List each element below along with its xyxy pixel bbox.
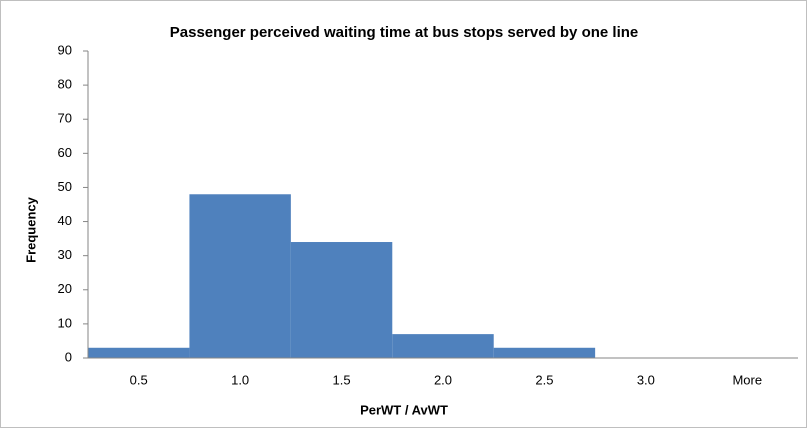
- bar: [189, 194, 291, 358]
- x-tick-label: More: [732, 372, 762, 387]
- y-axis-label: Frequency: [23, 196, 38, 263]
- y-tick-label: 90: [58, 42, 72, 57]
- y-tick-label: 60: [58, 145, 72, 160]
- x-tick-label: 1.5: [333, 372, 351, 387]
- x-axis-label: PerWT / AvWT: [360, 402, 448, 417]
- x-tick-label: 2.5: [535, 372, 553, 387]
- y-tick-label: 70: [58, 111, 72, 126]
- bar: [88, 347, 190, 358]
- y-tick-label: 50: [58, 179, 72, 194]
- bar: [392, 334, 494, 358]
- chart-title: Passenger perceived waiting time at bus …: [170, 24, 639, 41]
- x-tick-label: 2.0: [434, 372, 452, 387]
- y-tick-label: 80: [58, 77, 72, 92]
- y-tick-label: 10: [58, 315, 72, 330]
- bar: [493, 347, 596, 358]
- x-tick-label: 0.5: [130, 372, 148, 387]
- x-tick-label: 3.0: [637, 372, 655, 387]
- x-tick-label: 1.0: [231, 372, 249, 387]
- y-tick-label: 20: [58, 281, 72, 296]
- bar: [290, 242, 393, 358]
- y-tick-label: 0: [65, 349, 72, 364]
- y-tick-label: 30: [58, 247, 72, 262]
- y-tick-label: 40: [58, 213, 72, 228]
